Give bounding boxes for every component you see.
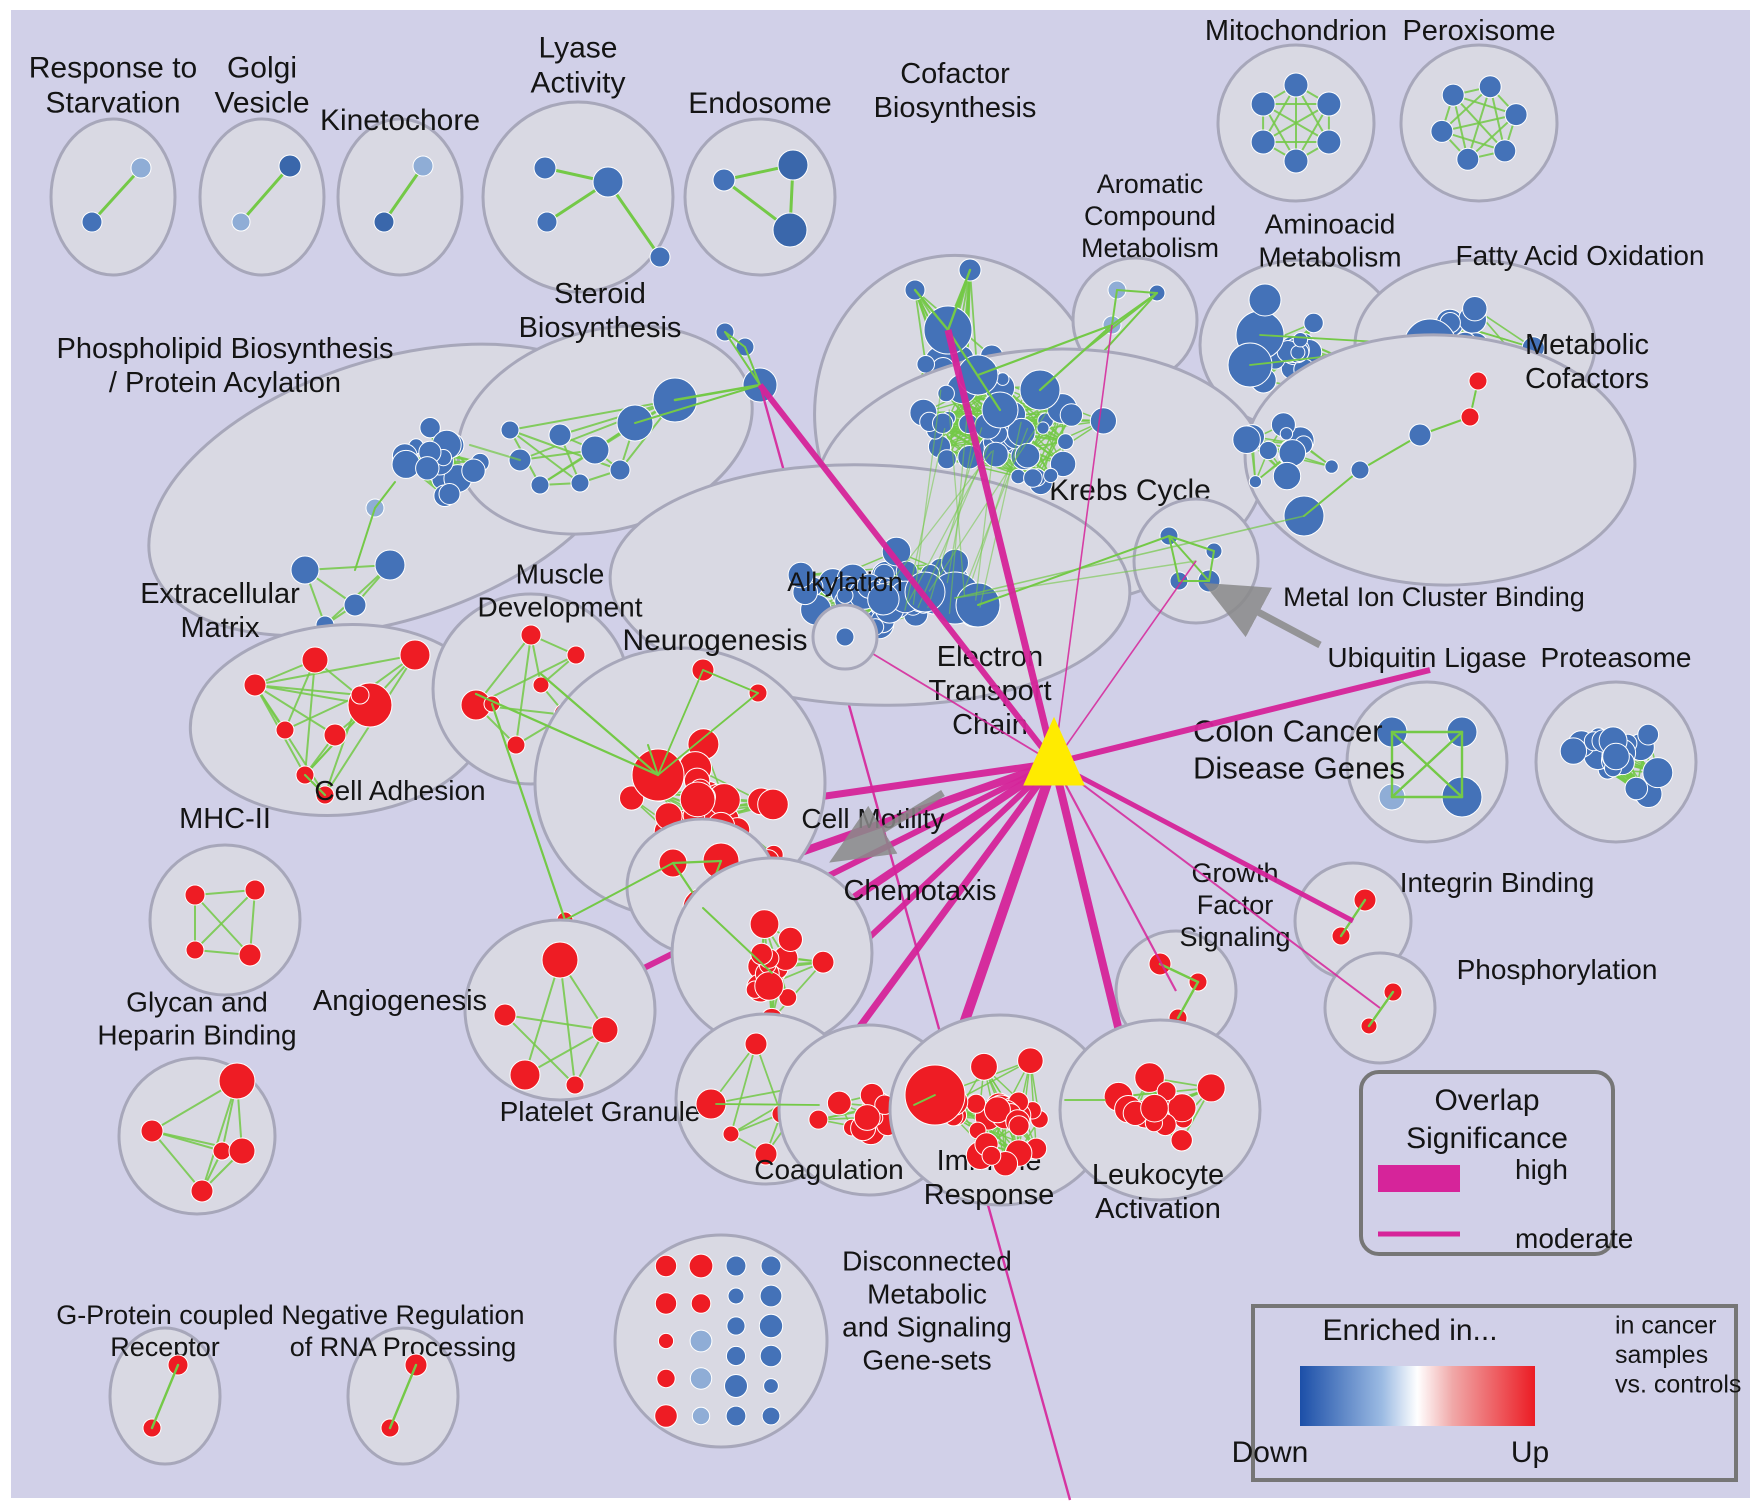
svg-text:high: high: [1515, 1154, 1568, 1185]
svg-text:Alkylation: Alkylation: [787, 567, 903, 597]
svg-text:Endosome: Endosome: [688, 87, 831, 120]
svg-text:Kinetochore: Kinetochore: [320, 104, 480, 137]
svg-text:Proteasome: Proteasome: [1541, 642, 1692, 673]
svg-text:MHC-II: MHC-II: [179, 803, 271, 835]
svg-text:Neurogenesis: Neurogenesis: [622, 624, 807, 657]
svg-text:Peroxisome: Peroxisome: [1402, 15, 1555, 47]
svg-text:Metal Ion Cluster Binding: Metal Ion Cluster Binding: [1283, 582, 1585, 612]
svg-text:Significance: Significance: [1406, 1122, 1568, 1155]
svg-text:Fatty Acid Oxidation: Fatty Acid Oxidation: [1455, 240, 1704, 271]
svg-text:Down: Down: [1232, 1436, 1309, 1469]
svg-text:Angiogenesis: Angiogenesis: [313, 985, 487, 1017]
svg-text:Platelet Granule: Platelet Granule: [500, 1096, 701, 1127]
svg-text:Overlap: Overlap: [1434, 1084, 1539, 1117]
svg-text:Phosphorylation: Phosphorylation: [1457, 954, 1658, 985]
svg-text:Chemotaxis: Chemotaxis: [843, 875, 996, 907]
svg-text:moderate: moderate: [1515, 1223, 1633, 1254]
svg-text:Coagulation: Coagulation: [754, 1154, 903, 1185]
svg-text:Up: Up: [1511, 1436, 1549, 1469]
svg-text:Integrin Binding: Integrin Binding: [1400, 867, 1595, 898]
svg-text:Enriched in...: Enriched in...: [1322, 1314, 1497, 1347]
svg-text:Cell Adhesion: Cell Adhesion: [314, 775, 485, 806]
svg-text:Mitochondrion: Mitochondrion: [1205, 15, 1387, 47]
